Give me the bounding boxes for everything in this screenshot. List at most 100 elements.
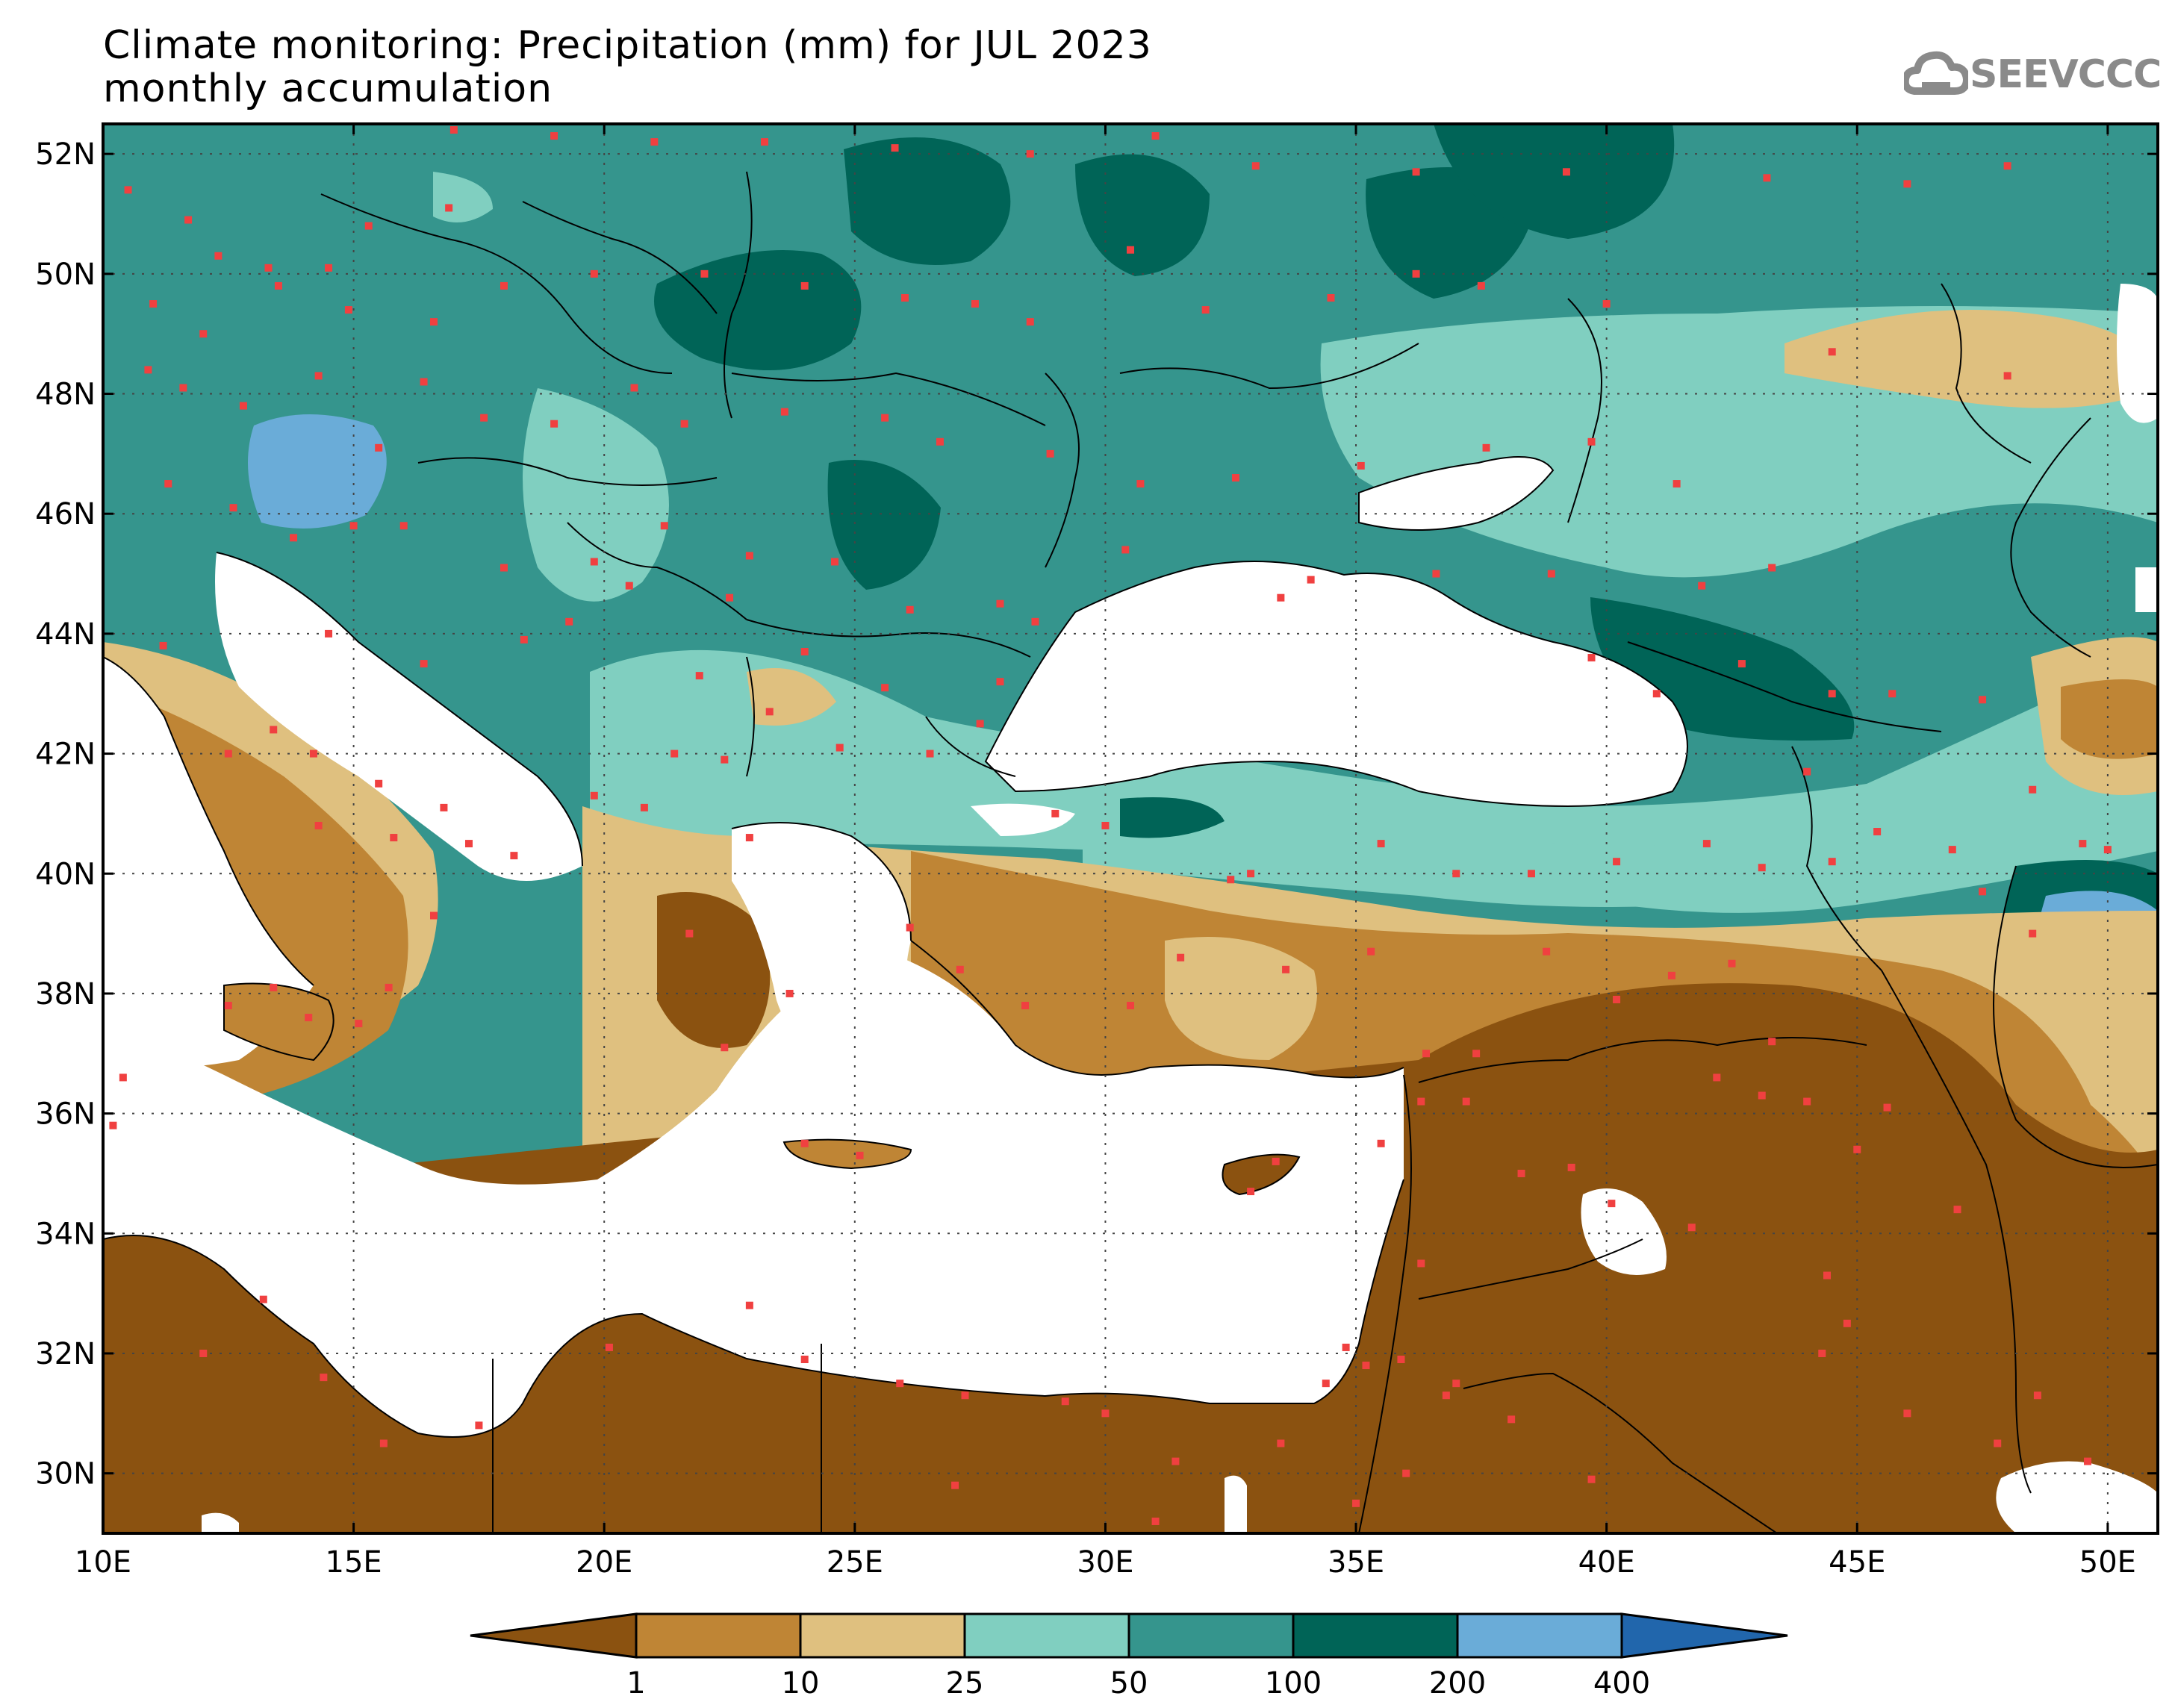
station-marker bbox=[640, 803, 648, 811]
station-marker bbox=[1728, 959, 1736, 967]
island-sicily bbox=[224, 983, 334, 1060]
station-marker bbox=[1702, 840, 1711, 848]
station-marker bbox=[1026, 150, 1034, 158]
sea-adriatic bbox=[215, 552, 582, 881]
station-marker bbox=[1277, 593, 1285, 602]
station-marker bbox=[464, 840, 473, 848]
station-marker bbox=[1818, 1349, 1826, 1357]
lon-label-30E: 30E bbox=[1077, 1545, 1133, 1580]
station-marker bbox=[224, 1002, 232, 1010]
station-marker bbox=[1362, 1362, 1370, 1370]
lat-label-50N: 50N bbox=[35, 258, 96, 292]
field-tan-ukraine-e bbox=[1785, 310, 2158, 408]
station-marker bbox=[1247, 870, 1255, 878]
station-marker bbox=[1828, 348, 1836, 356]
station-marker bbox=[500, 564, 508, 572]
station-marker bbox=[780, 408, 788, 416]
station-marker bbox=[1758, 1091, 1766, 1100]
station-marker bbox=[590, 558, 598, 566]
map-gridlines bbox=[103, 124, 2158, 1533]
lat-label-32N: 32N bbox=[35, 1337, 96, 1371]
lon-label-50E: 50E bbox=[2079, 1545, 2136, 1580]
station-marker bbox=[1177, 953, 1185, 961]
station-marker bbox=[314, 821, 323, 829]
station-marker bbox=[1673, 480, 1681, 488]
station-marker bbox=[229, 504, 237, 512]
station-marker bbox=[1151, 132, 1160, 140]
station-marker bbox=[325, 264, 333, 272]
station-marker bbox=[385, 983, 393, 991]
station-marker bbox=[721, 1044, 729, 1052]
station-marker bbox=[951, 1481, 959, 1489]
station-marker bbox=[1282, 965, 1290, 973]
colorbar-label-100: 100 bbox=[1265, 1666, 1322, 1701]
station-marker bbox=[264, 264, 273, 272]
station-marker bbox=[1873, 828, 1882, 836]
station-marker bbox=[1327, 293, 1335, 302]
station-marker bbox=[1953, 1206, 1961, 1214]
station-marker bbox=[1482, 443, 1490, 452]
station-marker bbox=[1828, 690, 1836, 698]
field-dark-teal-romania bbox=[827, 460, 941, 590]
sea-aegean bbox=[732, 823, 926, 1079]
station-marker bbox=[1472, 1050, 1481, 1058]
station-marker bbox=[630, 384, 638, 392]
station-marker bbox=[1768, 564, 1776, 572]
station-marker bbox=[1803, 767, 1811, 776]
station-marker bbox=[1061, 1397, 1069, 1406]
station-marker bbox=[650, 138, 659, 146]
station-marker bbox=[605, 1343, 613, 1351]
station-marker bbox=[375, 443, 383, 452]
lat-label-46N: 46N bbox=[35, 497, 96, 532]
sea-tyrrhenian bbox=[103, 657, 314, 1068]
station-marker bbox=[1377, 1139, 1385, 1147]
station-marker bbox=[1587, 437, 1596, 446]
station-marker bbox=[1587, 654, 1596, 662]
station-marker bbox=[149, 300, 158, 308]
station-marker bbox=[1803, 1097, 1811, 1106]
station-marker bbox=[420, 660, 428, 668]
station-marker bbox=[199, 330, 208, 338]
station-marker bbox=[274, 281, 282, 290]
lat-label-40N: 40N bbox=[35, 857, 96, 891]
station-marker bbox=[1171, 1457, 1180, 1465]
station-marker bbox=[1277, 1439, 1285, 1447]
colorbar-label-200: 200 bbox=[1429, 1666, 1486, 1701]
station-marker bbox=[259, 1295, 267, 1303]
station-marker bbox=[1903, 180, 1911, 188]
station-marker bbox=[785, 989, 794, 997]
station-marker bbox=[745, 1301, 753, 1309]
title-line-1: Climate monitoring: Precipitation (mm) f… bbox=[103, 23, 1152, 68]
field-dark-teal-poland bbox=[654, 250, 862, 370]
colorbar-label-50: 50 bbox=[1110, 1666, 1148, 1701]
station-marker bbox=[936, 437, 944, 446]
map-frame bbox=[102, 122, 2159, 1535]
map-title: Climate monitoring: Precipitation (mm) f… bbox=[103, 24, 1152, 110]
station-marker bbox=[1758, 864, 1766, 872]
station-marker bbox=[1613, 858, 1621, 866]
station-marker bbox=[500, 281, 508, 290]
station-marker bbox=[1602, 300, 1611, 308]
field-brown-caspian-n bbox=[2061, 679, 2158, 759]
station-marker bbox=[1452, 1380, 1460, 1388]
station-marker bbox=[745, 552, 753, 560]
island-crete bbox=[784, 1139, 911, 1168]
station-marker bbox=[1417, 1097, 1425, 1106]
station-marker bbox=[320, 1374, 328, 1382]
colorbar-label-10: 10 bbox=[782, 1666, 820, 1701]
station-marker bbox=[1853, 1145, 1861, 1153]
station-marker bbox=[1251, 162, 1260, 170]
station-marker bbox=[1698, 582, 1706, 590]
lon-label-40E: 40E bbox=[1578, 1545, 1635, 1580]
title-line-2: monthly accumulation bbox=[103, 66, 553, 111]
station-marker bbox=[1377, 840, 1385, 848]
station-marker bbox=[1888, 690, 1896, 698]
station-marker bbox=[1883, 1103, 1891, 1112]
lon-label-25E: 25E bbox=[827, 1545, 883, 1580]
station-marker bbox=[1151, 1517, 1160, 1525]
map-plot-area bbox=[103, 124, 2158, 1533]
colorbar-segment-50-100 bbox=[1127, 1612, 1295, 1659]
station-marker bbox=[1452, 870, 1460, 878]
station-marker bbox=[375, 779, 383, 788]
